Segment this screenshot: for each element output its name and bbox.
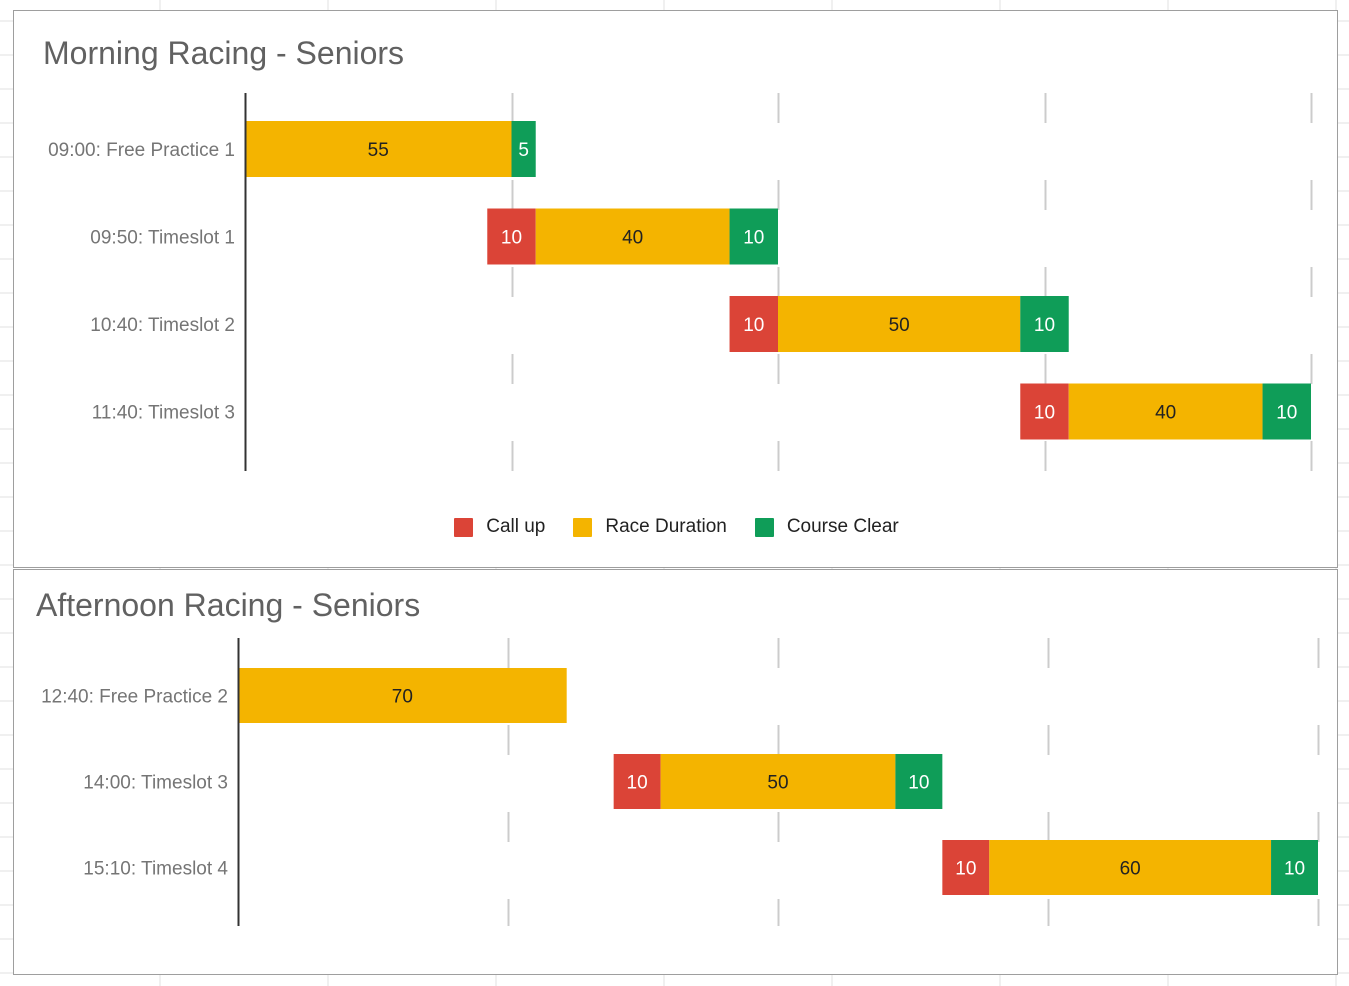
bar-clear — [1271, 840, 1318, 895]
bar-callup — [1020, 383, 1069, 440]
category-label: 09:50: Timeslot 1 — [90, 228, 235, 249]
data-label: 10 — [743, 228, 764, 249]
data-label: 60 — [1120, 859, 1141, 880]
category-label: 11:40: Timeslot 3 — [92, 403, 235, 424]
data-label: 10 — [743, 315, 764, 336]
legend-label: Race Duration — [605, 516, 727, 537]
data-label: 40 — [622, 228, 643, 249]
data-label: 50 — [767, 773, 788, 794]
legend-item-course-clear: Course Clear — [754, 516, 899, 538]
bar-race — [1068, 383, 1263, 440]
legend-swatch-course-clear — [754, 517, 774, 537]
legend-swatch-call-up — [454, 517, 474, 537]
legend-item-race-duration: Race Duration — [573, 516, 727, 538]
data-label: 50 — [889, 315, 910, 336]
bar-race — [989, 840, 1272, 895]
bar-clear — [1262, 383, 1311, 440]
legend-label: Call up — [486, 516, 546, 537]
afternoon-chart[interactable]: Afternoon Racing - Seniors 12:40: Free P… — [13, 569, 1338, 975]
data-label: 70 — [392, 687, 413, 708]
legend-item-call-up: Call up — [454, 516, 545, 538]
bar-callup — [729, 296, 778, 352]
bar-clear — [895, 754, 943, 809]
chart-title: Morning Racing - Seniors — [43, 35, 405, 71]
data-label: 55 — [368, 140, 389, 161]
afternoon-chart-plot: 12:40: Free Practice 2 70 14:00: Timeslot … — [41, 638, 1320, 926]
bar-race — [238, 668, 567, 723]
category-label: 12:40: Free Practice 2 — [41, 687, 228, 708]
category-label: 14:00: Timeslot 3 — [83, 773, 228, 794]
data-label: 10 — [908, 773, 929, 794]
category-label: 09:00: Free Practice 1 — [48, 140, 235, 161]
legend-label: Course Clear — [786, 516, 899, 537]
data-label: 10 — [501, 228, 522, 249]
bar-clear — [729, 208, 778, 265]
data-label: 10 — [627, 773, 648, 794]
data-label: 5 — [518, 140, 529, 161]
chart-title: Afternoon Racing - Seniors — [36, 587, 421, 623]
bar-race — [660, 754, 896, 809]
data-label: 10 — [955, 859, 976, 880]
data-label: 10 — [1276, 403, 1297, 424]
category-label: 10:40: Timeslot 2 — [90, 315, 235, 336]
morning-chart[interactable]: Morning Racing - Seniors 09:00: Free Pra… — [13, 10, 1338, 568]
bar-race — [245, 121, 512, 177]
bar-callup — [613, 754, 661, 809]
data-label: 10 — [1034, 315, 1055, 336]
bar-callup — [942, 840, 990, 895]
data-label: 10 — [1034, 403, 1055, 424]
bar-race — [778, 296, 1021, 352]
chart-legend: Call up Race Duration Course Clear — [14, 516, 1337, 538]
legend-swatch-race-duration — [573, 517, 593, 537]
bar-callup — [487, 208, 536, 265]
bar-clear — [1020, 296, 1069, 352]
data-label: 10 — [1284, 859, 1305, 880]
bar-clear — [511, 121, 536, 177]
bar-race — [535, 208, 730, 265]
category-label: 15:10: Timeslot 4 — [83, 859, 228, 880]
data-label: 40 — [1155, 403, 1176, 424]
morning-chart-plot: 09:00: Free Practice 1 55 509:50: Timeslot… — [48, 93, 1313, 471]
